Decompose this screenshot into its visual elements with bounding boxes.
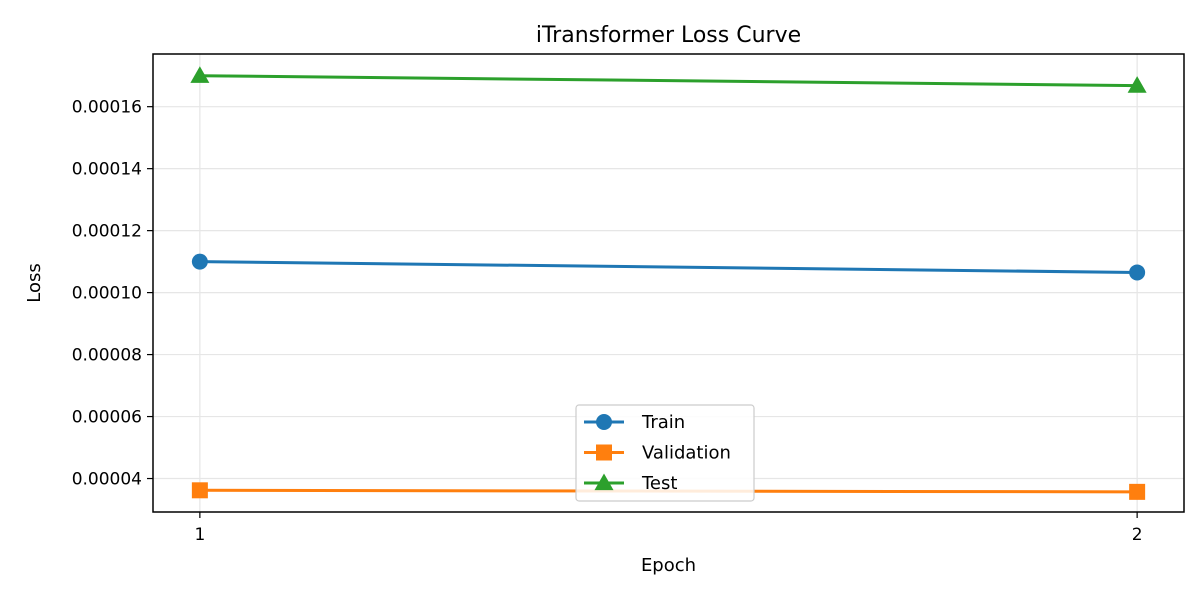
legend-box [575, 404, 755, 502]
y-tick-label: 0.00014 [72, 160, 142, 180]
test-point [190, 66, 210, 83]
validation-point [191, 482, 208, 499]
legend-label-test: Test [641, 473, 677, 494]
legend-label-train: Train [641, 412, 685, 433]
legend-marker-test [594, 473, 614, 491]
y-tick-label: 0.00006 [72, 408, 142, 428]
legend: Train Validation Test [575, 404, 755, 502]
x-tick-label: 2 [1132, 525, 1143, 545]
y-axis-label: Loss [24, 263, 45, 302]
train-series-line [199, 260, 1138, 274]
x-axis-label: Epoch [641, 555, 696, 576]
chart-title: iTransformer Loss Curve [536, 23, 801, 48]
y-tick-label: 0.00004 [72, 470, 142, 490]
y-tick-label: 0.00012 [72, 222, 142, 242]
validation-point [1129, 483, 1146, 500]
test-series-line [199, 74, 1138, 88]
legend-marker-validation [596, 444, 612, 461]
test-point [1127, 76, 1147, 93]
plot-frame [152, 53, 1185, 513]
ticks-layer: 0.00004 0.00006 0.00008 0.00010 0.00012 0.000… [72, 98, 1143, 545]
grid-layer [153, 54, 1184, 512]
legend-label-validation: Validation [642, 443, 731, 464]
legend-marker-train [596, 414, 612, 430]
y-tick-label: 0.00016 [72, 98, 142, 118]
y-tick-label: 0.00010 [72, 284, 142, 304]
y-tick-label: 0.00008 [72, 346, 142, 366]
train-point [1129, 264, 1146, 281]
train-point [191, 253, 208, 270]
x-tick-label: 1 [194, 525, 205, 545]
